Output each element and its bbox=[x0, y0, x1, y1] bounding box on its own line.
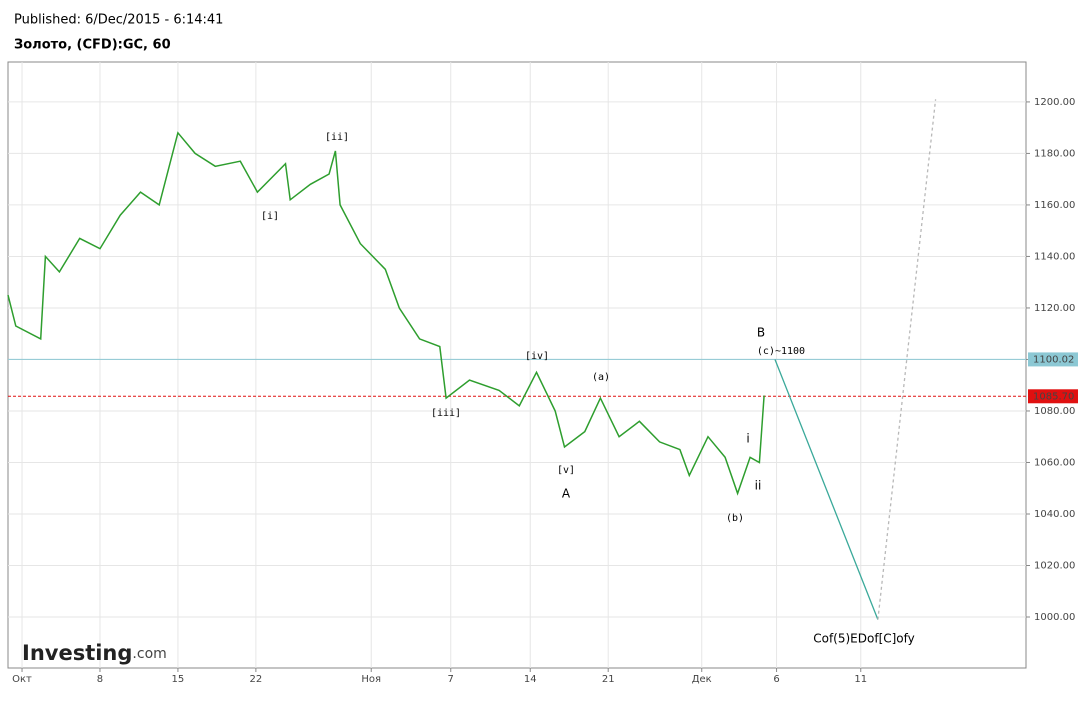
price-line bbox=[774, 359, 879, 620]
level-box bbox=[1028, 352, 1078, 367]
wave-label: i bbox=[746, 432, 749, 446]
x-tick-label: 14 bbox=[524, 674, 537, 685]
wave-label: [i] bbox=[261, 211, 279, 222]
level-label: 1100.02 bbox=[1033, 354, 1074, 365]
price-line bbox=[7, 131, 765, 496]
level-box bbox=[1028, 389, 1078, 404]
wave-label: [iv] bbox=[525, 351, 549, 362]
y-tick-label: 1200.00 bbox=[1034, 97, 1075, 108]
published: Published: 6/Dec/2015 - 6:14:41 bbox=[14, 13, 223, 28]
y-tick-label: 1020.00 bbox=[1034, 560, 1075, 571]
y-tick-label: 1060.00 bbox=[1034, 457, 1075, 468]
x-tick-label: 8 bbox=[97, 674, 103, 685]
x-tick-label: 11 bbox=[854, 674, 867, 685]
wave-label: (b) bbox=[726, 513, 744, 524]
plot-frame bbox=[7, 61, 1027, 669]
x-tick-label: 7 bbox=[448, 674, 454, 685]
symbol: Золото, (CFD):GC, 60 bbox=[14, 38, 171, 53]
x-tick-label: 6 bbox=[773, 674, 779, 685]
wave-label: Cof(5)EDof[C]ofy bbox=[813, 632, 915, 646]
y-tick-label: 1120.00 bbox=[1034, 303, 1075, 314]
level-label: 1085.70 bbox=[1033, 391, 1074, 402]
wave-label: (c)~1100 bbox=[757, 346, 805, 357]
logo: Investing.com bbox=[22, 641, 167, 665]
x-tick-label: Ноя bbox=[361, 674, 381, 685]
wave-label: (a) bbox=[592, 372, 610, 383]
x-tick-label: 15 bbox=[172, 674, 185, 685]
y-tick-label: 1040.00 bbox=[1034, 509, 1075, 520]
x-tick-label: 22 bbox=[250, 674, 263, 685]
y-tick-label: 1080.00 bbox=[1034, 406, 1075, 417]
x-tick-label: Окт bbox=[12, 674, 32, 685]
x-tick-label: Дек bbox=[692, 674, 712, 685]
wave-label: A bbox=[562, 487, 571, 501]
y-tick-label: 1160.00 bbox=[1034, 200, 1075, 211]
x-tick-label: 21 bbox=[602, 674, 615, 685]
logo-brand: Investing bbox=[22, 641, 132, 665]
wave-label: [iii] bbox=[431, 408, 461, 419]
logo-suffix: .com bbox=[132, 646, 166, 662]
y-tick-label: 1000.00 bbox=[1034, 612, 1075, 623]
wave-label: B bbox=[757, 326, 765, 340]
wave-label: [ii] bbox=[325, 132, 349, 143]
y-tick-label: 1140.00 bbox=[1034, 251, 1075, 262]
wave-label: [v] bbox=[557, 465, 575, 476]
y-tick-label: 1180.00 bbox=[1034, 148, 1075, 159]
wave-label: ii bbox=[755, 479, 762, 493]
